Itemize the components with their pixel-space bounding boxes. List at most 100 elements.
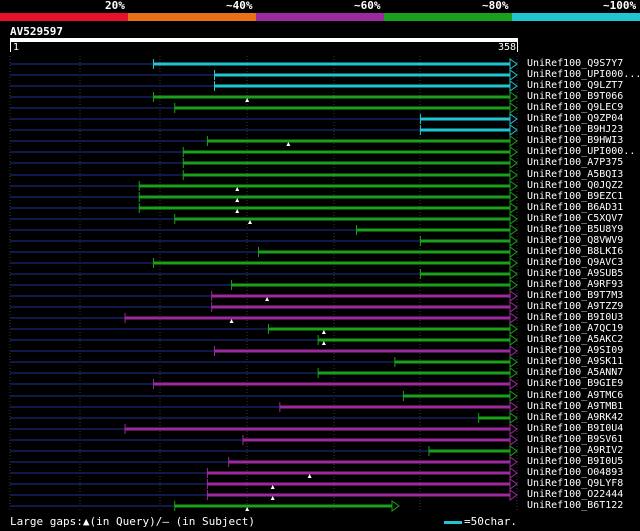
query-gap-marker xyxy=(245,98,250,102)
hit-end-arrow xyxy=(509,489,518,501)
query-gap-marker xyxy=(265,297,270,301)
identity-segment-3 xyxy=(256,13,384,21)
hit-label[interactable]: UniRef100_A9SI09 xyxy=(527,345,624,356)
hit-label[interactable]: UniRef100_Q8VWV9 xyxy=(527,235,624,246)
query-gap-marker xyxy=(235,187,240,191)
query-end-tick xyxy=(517,42,518,52)
hit-end-arrow xyxy=(509,202,518,214)
hit-end-arrow xyxy=(509,323,518,335)
hit-label[interactable]: UniRef100_O04893 xyxy=(527,467,624,478)
hit-label[interactable]: UniRef100_Q9LZT7 xyxy=(527,80,624,91)
identity-segment-2 xyxy=(128,13,256,21)
hit-end-arrow xyxy=(509,135,518,147)
hit-end-arrow xyxy=(509,80,518,92)
hit-label[interactable]: UniRef100_B5U8Y9 xyxy=(527,224,624,235)
hit-label[interactable]: UniRef100_UPI000.. xyxy=(527,146,636,157)
hit-end-arrow xyxy=(509,301,518,313)
hit-end-arrow xyxy=(509,102,518,114)
hit-label[interactable]: UniRef100_B9EZC1 xyxy=(527,191,624,202)
identity-segment-4 xyxy=(384,13,512,21)
query-gap-marker xyxy=(235,198,240,202)
hit-label[interactable]: UniRef100_A9TZZ9 xyxy=(527,301,624,312)
query-gap-marker xyxy=(248,220,253,224)
hit-label[interactable]: UniRef100_A5BQI3 xyxy=(527,169,624,180)
query-gap-marker xyxy=(270,485,275,489)
hit-label[interactable]: UniRef100_B9T7M3 xyxy=(527,290,624,301)
hit-label[interactable]: UniRef100_B9T066 xyxy=(527,91,624,102)
hit-label[interactable]: UniRef100_Q9ZP04 xyxy=(527,113,624,124)
hit-label[interactable]: UniRef100_Q9AVC3 xyxy=(527,257,624,268)
hit-end-arrow xyxy=(509,257,518,269)
query-gap-marker xyxy=(321,330,326,334)
hit-label[interactable]: UniRef100_B6T122 xyxy=(527,500,624,511)
hit-end-arrow xyxy=(509,157,518,169)
hit-label[interactable]: UniRef100_A5ANN7 xyxy=(527,367,624,378)
query-start-label: 1 xyxy=(13,42,20,53)
hit-end-arrow xyxy=(509,401,518,413)
query-gap-marker xyxy=(307,474,312,478)
hit-label[interactable]: UniRef100_A9TMB1 xyxy=(527,401,624,412)
query-gap-marker xyxy=(286,142,291,146)
hit-label[interactable]: UniRef100_B9I0U3 xyxy=(527,312,624,323)
hit-end-arrow xyxy=(509,180,518,192)
hit-end-arrow xyxy=(509,146,518,158)
hit-label[interactable]: UniRef100_Q0JQZ2 xyxy=(527,180,624,191)
hit-end-arrow xyxy=(509,334,518,346)
gap-legend: Large gaps:▲(in Query)/– (in Subject) xyxy=(10,515,256,528)
identity-segment-label-3: ~60% xyxy=(354,0,381,12)
hit-label[interactable]: UniRef100_B6AD31 xyxy=(527,202,624,213)
hit-label[interactable]: UniRef100_A9TMC6 xyxy=(527,390,624,401)
hit-label[interactable]: UniRef100_B9HWI3 xyxy=(527,135,624,146)
hit-label[interactable]: UniRef100_A5AKC2 xyxy=(527,334,624,345)
hit-label[interactable]: UniRef100_B9GIE9 xyxy=(527,378,624,389)
hit-end-arrow xyxy=(509,235,518,247)
hit-label[interactable]: UniRef100_A9SK11 xyxy=(527,356,624,367)
hit-label[interactable]: UniRef100_B9HJ23 xyxy=(527,124,624,135)
hit-end-arrow xyxy=(509,69,518,81)
hit-end-arrow xyxy=(509,113,518,125)
query-gap-marker xyxy=(245,507,250,511)
hit-end-arrow xyxy=(509,467,518,479)
scale-legend-text: =50char. xyxy=(464,515,517,528)
hit-end-arrow xyxy=(509,290,518,302)
identity-segment-label-4: ~80% xyxy=(482,0,509,12)
query-gap-marker xyxy=(321,341,326,345)
hit-end-arrow xyxy=(509,378,518,390)
hit-label[interactable]: UniRef100_A9SUB5 xyxy=(527,268,624,279)
hit-label[interactable]: UniRef100_A9RIV2 xyxy=(527,445,624,456)
identity-scale-bar: 20% ~40% ~60% ~80% ~100% xyxy=(0,0,640,22)
hit-label[interactable]: UniRef100_B9I0U5 xyxy=(527,456,624,467)
query-gap-marker xyxy=(229,319,234,323)
hit-label[interactable]: UniRef100_B9I0U4 xyxy=(527,423,624,434)
hit-label[interactable]: UniRef100_B9SV61 xyxy=(527,434,624,445)
query-end-label: 358 xyxy=(498,42,517,53)
hit-label[interactable]: UniRef100_A9RF93 xyxy=(527,279,624,290)
hit-end-arrow xyxy=(509,312,518,324)
hit-label[interactable]: UniRef100_C5XQV7 xyxy=(527,213,624,224)
hit-end-arrow xyxy=(509,224,518,236)
hit-end-arrow xyxy=(509,268,518,280)
hit-end-arrow xyxy=(509,58,518,70)
hit-end-arrow xyxy=(509,412,518,424)
query-gap-marker xyxy=(235,209,240,213)
hit-label[interactable]: UniRef100_B8LKI6 xyxy=(527,246,624,257)
hit-end-arrow xyxy=(509,423,518,435)
scale-swatch xyxy=(444,521,462,524)
hit-end-arrow xyxy=(509,345,518,357)
hit-end-arrow xyxy=(391,500,400,512)
hit-end-arrow xyxy=(509,478,518,490)
hit-end-arrow xyxy=(509,246,518,258)
hit-label[interactable]: UniRef100_A9RK42 xyxy=(527,412,624,423)
hit-label[interactable]: UniRef100_Q9LEC9 xyxy=(527,102,624,113)
hit-label[interactable]: UniRef100_UPI000... xyxy=(527,69,640,80)
identity-segment-label-5: ~100% xyxy=(603,0,637,12)
hit-label[interactable]: UniRef100_Q9LYF8 xyxy=(527,478,624,489)
hit-label[interactable]: UniRef100_Q9S7Y7 xyxy=(527,58,624,69)
query-gap-marker xyxy=(270,496,275,500)
hit-label[interactable]: UniRef100_A7P375 xyxy=(527,157,624,168)
hit-label[interactable]: UniRef100_A7QC19 xyxy=(527,323,624,334)
hit-label[interactable]: UniRef100_O22444 xyxy=(527,489,624,500)
hit-end-arrow xyxy=(509,169,518,181)
hit-end-arrow xyxy=(509,367,518,379)
hit-end-arrow xyxy=(509,390,518,402)
